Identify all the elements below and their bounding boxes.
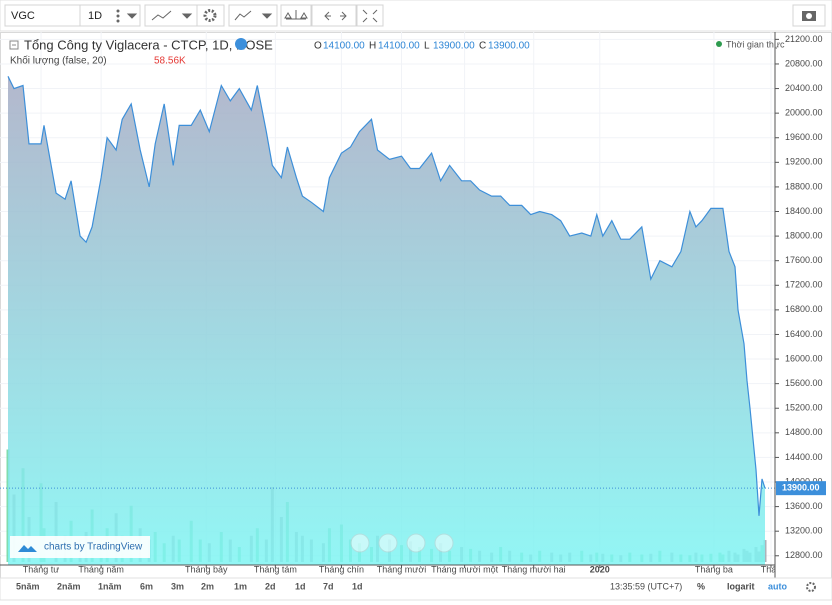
time-axis: Tháng tư Tháng năm Tháng bảy Tháng tám Tháng… (23, 564, 782, 574)
y-tick-label: 18800.00 (785, 181, 823, 191)
range-button[interactable]: 3m (171, 581, 184, 591)
y-tick-label: 18400.00 (785, 206, 823, 216)
y-tick-label: 13200.00 (785, 526, 823, 536)
toolbar-icons (116, 4, 826, 27)
watermark-logo (18, 545, 37, 552)
interval-box[interactable] (79, 4, 141, 27)
clock: 13:35:59 (UTC+7) (610, 581, 682, 591)
y-tick-label: 20800.00 (785, 58, 823, 68)
plot (0, 32, 775, 565)
y-tick-label: 14800.00 (785, 427, 823, 437)
y-tick-label: 12800.00 (785, 550, 823, 560)
range-button[interactable]: 1m (234, 581, 247, 591)
range-button[interactable]: 2năm (57, 581, 81, 591)
y-tick-label: 16000.00 (785, 353, 823, 363)
realtime-dot (716, 41, 722, 47)
nav-button[interactable] (406, 533, 426, 553)
series-title: Tổng Công ty Viglacera - CTCP, 1D, HOSE (24, 37, 273, 52)
x-tick-label: Tháng mười một (431, 564, 498, 574)
x-tick-label: Thán (761, 564, 782, 574)
y-tick-label: 20400.00 (785, 83, 823, 93)
x-tick-label: Tháng chín (319, 564, 364, 574)
y-tick-label: 16800.00 (785, 304, 823, 314)
indicator-dot[interactable] (235, 38, 247, 50)
ohlc-key: H (369, 41, 376, 52)
x-tick-label: 2020 (590, 564, 610, 574)
ohlc-key: L (424, 41, 430, 52)
x-tick-label: Tháng mười hai (502, 564, 566, 574)
watermark-box (10, 536, 150, 558)
y-tick-label: 15200.00 (785, 403, 823, 413)
y-tick-label: 17600.00 (785, 255, 823, 265)
x-tick-label: Tháng tám (254, 564, 297, 574)
x-tick-label: Tháng bảy (185, 564, 228, 574)
range-button[interactable]: 1d (295, 581, 306, 591)
y-tick-label: 17200.00 (785, 280, 823, 290)
x-tick-label: Tháng tư (23, 564, 60, 574)
range-button[interactable]: 1d (352, 581, 363, 591)
price-area (8, 76, 765, 565)
last-price-box (776, 481, 826, 496)
range-button[interactable]: 6m (140, 581, 153, 591)
bottom-toolbar (0, 577, 832, 601)
watermark[interactable]: charts by TradingView (44, 542, 143, 553)
range-button[interactable]: 2d (265, 581, 276, 591)
y-tick-label: 16400.00 (785, 329, 823, 339)
y-tick-label: 19600.00 (785, 132, 823, 142)
range-button[interactable]: 7d (323, 581, 334, 591)
percent-toggle[interactable]: % (697, 581, 705, 591)
x-tick-label: Tháng năm (78, 564, 124, 574)
ohlc-key: C (479, 41, 486, 52)
last-price-label: 13900.00 (782, 483, 820, 493)
interval[interactable]: 1D (88, 10, 102, 22)
y-tick-label: 19200.00 (785, 157, 823, 167)
log-toggle[interactable]: logarit (727, 581, 755, 591)
range-button[interactable]: 2m (201, 581, 214, 591)
nav-button[interactable] (434, 533, 454, 553)
auto-toggle[interactable]: auto (768, 581, 788, 591)
range-button[interactable]: 5năm (16, 581, 40, 591)
x-tick-label: Tháng ba (695, 564, 733, 574)
volume-value: 58.56K (154, 56, 186, 67)
settings-icon[interactable] (806, 582, 816, 592)
y-tick-label: 15600.00 (785, 378, 823, 388)
x-tick-label: Tháng mười (377, 564, 426, 574)
ohlc-value: 13900.00 (488, 41, 530, 52)
price-line (7, 76, 766, 516)
y-tick-label: 14400.00 (785, 452, 823, 462)
ohlc: O 14100.00 H 14100.00 L 13900.00 C 13900.00 (314, 41, 530, 52)
y-tick-label: 13600.00 (785, 501, 823, 511)
range-buttons: 5năm 2năm 1năm 6m 3m 2m 1m 2d 1d 7d 1d (16, 581, 363, 591)
ohlc-value: 13900.00 (433, 41, 475, 52)
y-tick-label: 18000.00 (785, 230, 823, 240)
ohlc-value: 14100.00 (323, 41, 365, 52)
ohlc-key: O (314, 41, 322, 52)
range-button[interactable]: 1năm (98, 581, 122, 591)
price-axis: 12800.0013200.0013600.0014000.0014400.00… (775, 34, 823, 560)
nav-button[interactable] (378, 533, 398, 553)
y-tick-label: 21200.00 (785, 34, 823, 44)
realtime: Thời gian thực (726, 39, 785, 49)
symbol[interactable]: VGC (11, 10, 35, 22)
ohlc-value: 14100.00 (378, 41, 420, 52)
y-tick-label: 20000.00 (785, 108, 823, 118)
nav-button[interactable] (350, 533, 370, 553)
volume-study: Khối lượng (false, 20) (10, 55, 107, 67)
